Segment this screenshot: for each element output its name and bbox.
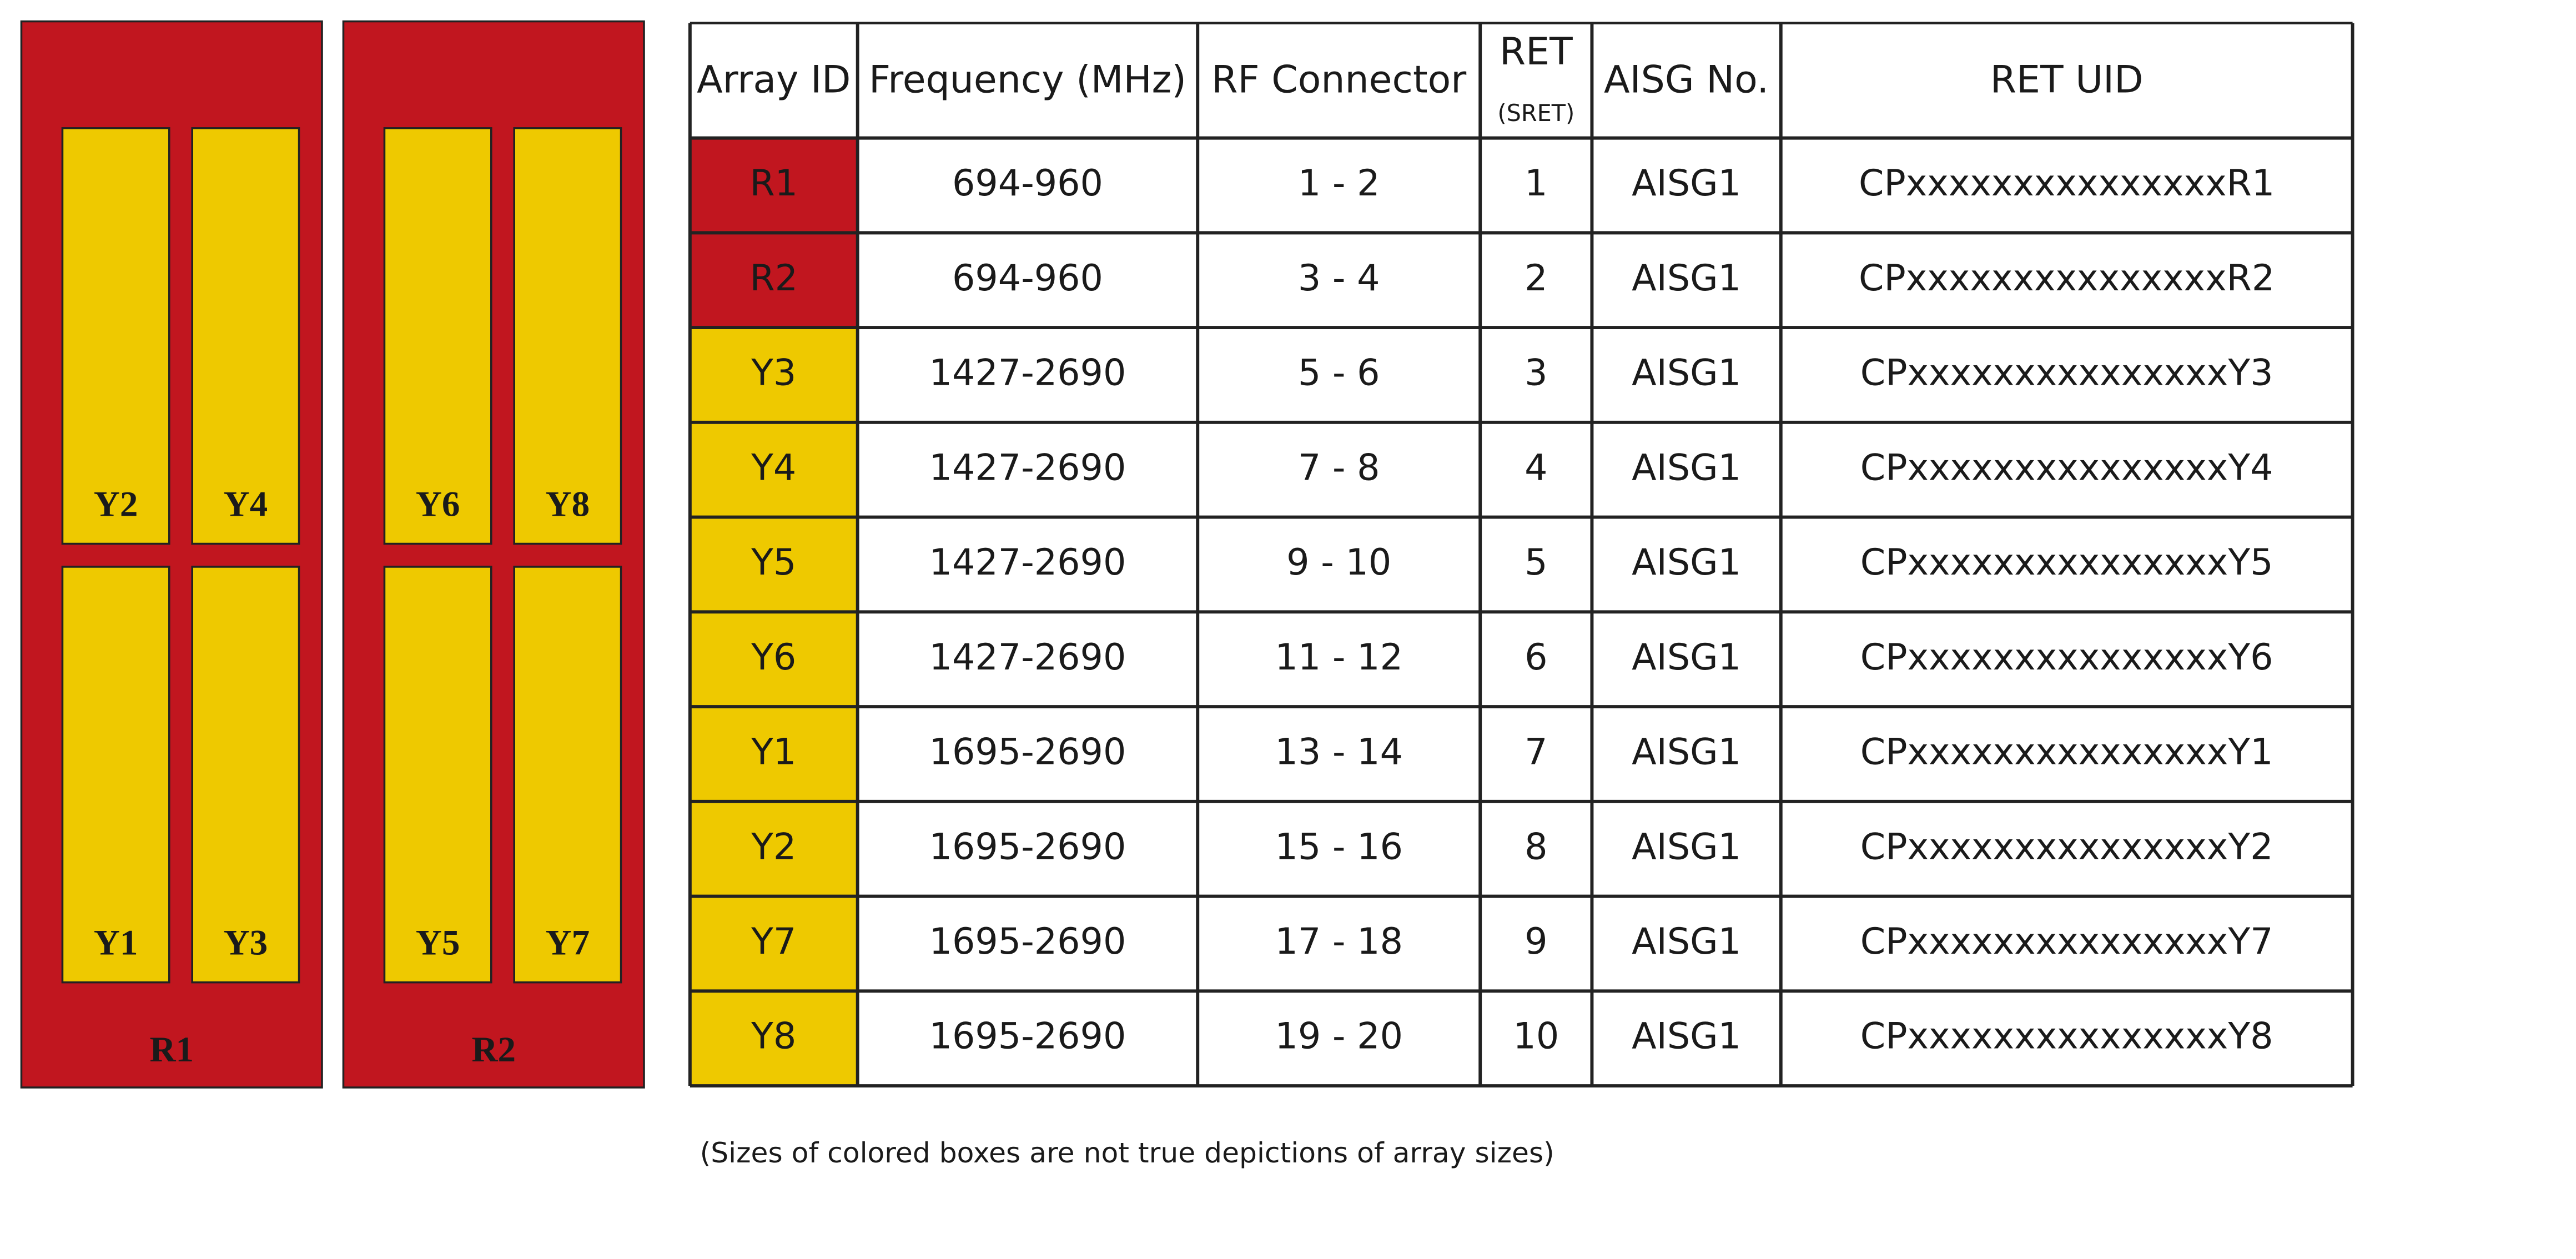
array-label: Y2 xyxy=(94,484,138,524)
array-label: Y1 xyxy=(94,923,138,963)
table-cell: Y2 xyxy=(751,826,796,868)
panel-label: R2 xyxy=(471,1030,516,1070)
table-cell: R2 xyxy=(749,258,798,299)
table-cell: 15 - 16 xyxy=(1275,826,1403,868)
id-cell xyxy=(690,896,858,991)
table-cell: 11 - 12 xyxy=(1275,637,1403,678)
array-box xyxy=(383,127,492,545)
header-cell: RET xyxy=(1500,30,1573,74)
array-box xyxy=(513,566,622,984)
table-cell: AISG1 xyxy=(1632,163,1741,204)
header-cell: Frequency (MHz) xyxy=(869,58,1186,102)
table-cell: Y4 xyxy=(751,447,796,489)
array-label: Y8 xyxy=(546,484,590,524)
table-cell: 3 - 4 xyxy=(1298,258,1380,299)
table-cell: 9 xyxy=(1525,921,1547,963)
table-cell: 6 xyxy=(1525,637,1547,678)
array-box xyxy=(61,127,170,545)
id-cell xyxy=(690,422,858,517)
table-cell: AISG1 xyxy=(1632,1016,1741,1057)
table-cell: 694-960 xyxy=(952,163,1103,204)
footnote: (Sizes of colored boxes are not true dep… xyxy=(700,1136,1554,1169)
table-cell: Y7 xyxy=(751,921,796,963)
table-cell: AISG1 xyxy=(1632,447,1741,489)
table-cell: 8 xyxy=(1525,826,1547,868)
table-cell: 1695-2690 xyxy=(929,826,1126,868)
table-cell: R1 xyxy=(749,163,798,204)
table-cell: Y3 xyxy=(751,352,796,394)
table-cell: 17 - 18 xyxy=(1275,921,1403,963)
table-cell: Y6 xyxy=(751,637,796,678)
table-cell: 1695-2690 xyxy=(929,921,1126,963)
header-cell: RET UID xyxy=(1990,58,2144,102)
table-cell: CPxxxxxxxxxxxxxxxY8 xyxy=(1860,1016,2273,1057)
table-cell: 13 - 14 xyxy=(1275,732,1403,773)
table-cell: AISG1 xyxy=(1632,732,1741,773)
array-label: Y3 xyxy=(224,923,268,963)
table-cell: AISG1 xyxy=(1632,637,1741,678)
array-box xyxy=(191,566,300,984)
table-cell: 19 - 20 xyxy=(1275,1016,1403,1057)
table-cell: 1695-2690 xyxy=(929,1016,1126,1057)
table-cell: 3 xyxy=(1525,352,1547,394)
table-cell: CPxxxxxxxxxxxxxxxY6 xyxy=(1860,637,2273,678)
table-cell: CPxxxxxxxxxxxxxxxR1 xyxy=(1859,163,2275,204)
array-label: Y7 xyxy=(546,923,590,963)
table-cell: 4 xyxy=(1525,447,1547,489)
table-cell: Y8 xyxy=(751,1016,796,1057)
table-cell: AISG1 xyxy=(1632,352,1741,394)
header-cell: RF Connector xyxy=(1211,58,1466,102)
table-cell: CPxxxxxxxxxxxxxxxY4 xyxy=(1860,447,2273,489)
table-cell: 1695-2690 xyxy=(929,732,1126,773)
table-cell: 10 xyxy=(1513,1016,1559,1057)
table-cell: 1427-2690 xyxy=(929,637,1126,678)
table-cell: CPxxxxxxxxxxxxxxxY1 xyxy=(1860,732,2273,773)
table-cell: AISG1 xyxy=(1632,542,1741,583)
table-cell: CPxxxxxxxxxxxxxxxY2 xyxy=(1860,826,2273,868)
table-cell: 2 xyxy=(1525,258,1547,299)
table-cell: CPxxxxxxxxxxxxxxxY7 xyxy=(1860,921,2273,963)
array-box xyxy=(61,566,170,984)
header-cell: Array ID xyxy=(697,58,851,102)
table-cell: 7 - 8 xyxy=(1298,447,1380,489)
panel-label: R1 xyxy=(149,1030,194,1070)
table-cell: Y5 xyxy=(751,542,796,583)
id-cell xyxy=(690,707,858,802)
table-cell: 1 - 2 xyxy=(1298,163,1380,204)
table-cell: 9 - 10 xyxy=(1286,542,1391,583)
array-box xyxy=(513,127,622,545)
id-cell xyxy=(690,138,858,233)
table-cell: AISG1 xyxy=(1632,826,1741,868)
header-sub: (SRET) xyxy=(1497,100,1574,127)
table-cell: CPxxxxxxxxxxxxxxxY3 xyxy=(1860,352,2273,394)
id-cell xyxy=(690,991,858,1086)
id-cell xyxy=(690,801,858,897)
id-cell xyxy=(690,612,858,707)
table-cell: CPxxxxxxxxxxxxxxxY5 xyxy=(1860,542,2273,583)
table-cell: AISG1 xyxy=(1632,258,1741,299)
array-label: Y5 xyxy=(416,923,460,963)
id-cell xyxy=(690,233,858,328)
id-cell xyxy=(690,328,858,422)
array-label: Y6 xyxy=(416,484,460,524)
array-box xyxy=(191,127,300,545)
table-cell: 694-960 xyxy=(952,258,1103,299)
table-cell: 1427-2690 xyxy=(929,352,1126,394)
array-box xyxy=(383,566,492,984)
header-cell: AISG No. xyxy=(1604,58,1769,102)
table-cell: CPxxxxxxxxxxxxxxxR2 xyxy=(1859,258,2275,299)
table-cell: AISG1 xyxy=(1632,921,1741,963)
table-cell: 5 - 6 xyxy=(1298,352,1380,394)
table-cell: 1427-2690 xyxy=(929,447,1126,489)
id-cell xyxy=(690,517,858,612)
table-cell: Y1 xyxy=(751,732,796,773)
table-cell: 1 xyxy=(1525,163,1547,204)
array-label: Y4 xyxy=(224,484,268,524)
table-cell: 5 xyxy=(1525,542,1547,583)
table-cell: 1427-2690 xyxy=(929,542,1126,583)
table-cell: 7 xyxy=(1525,732,1547,773)
